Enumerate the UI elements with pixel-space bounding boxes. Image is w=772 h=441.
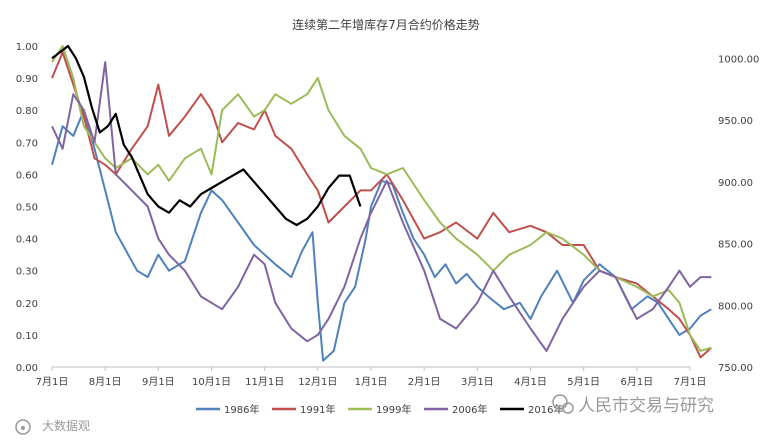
watermark-text: 人民市交易与研究	[578, 396, 714, 416]
y-right-tick-label: 1000.00	[718, 54, 759, 65]
x-tick-label: 1月1日	[355, 376, 388, 388]
y-right-tick-label: 850.00	[718, 240, 753, 251]
x-tick-label: 7月1日	[36, 376, 69, 388]
series-line-2006年	[51, 61, 712, 352]
x-tick-label: 11月1日	[245, 376, 284, 388]
legend-label: 1986年	[224, 403, 259, 416]
series-line-1986年	[51, 109, 712, 362]
axes: 0.00 0.10 0.20 0.30 0.40 0.50 0.60 0.70 0.80 0.90…	[16, 42, 760, 388]
x-tick-label: 7月1日	[674, 376, 707, 388]
chart-title: 连续第二年增库存7月合约价格走势	[292, 17, 480, 32]
wechat-icon	[552, 394, 574, 414]
x-tick-label: 8月1日	[89, 376, 122, 388]
legend-label: 1999年	[376, 403, 411, 416]
y-left-tick-label: 0.80	[16, 106, 38, 117]
series-layer	[51, 44, 712, 362]
weibo-icon	[15, 419, 31, 435]
y-left-tick-label: 1.00	[16, 42, 38, 53]
y-left-tick-label: 0.20	[16, 299, 38, 310]
watermark-left-text: 大数据观	[42, 418, 90, 433]
x-tick-label: 9月1日	[142, 376, 175, 388]
y-right-tick-label: 900.00	[718, 178, 753, 189]
series-line-2016年	[51, 44, 362, 227]
y-left-tick-label: 0.60	[16, 170, 38, 181]
y-right-tick-label: 800.00	[718, 301, 753, 312]
y-left-tick-label: 0.70	[16, 138, 38, 149]
y-left-tick-label: 0.30	[16, 267, 38, 278]
x-tick-label: 10月1日	[192, 376, 231, 388]
y-left-tick-label: 0.40	[16, 235, 38, 246]
x-tick-label: 3月1日	[461, 376, 494, 388]
legend: 1986年 1991年 1999年 2006年 2016年	[196, 403, 563, 416]
y-left-tick-label: 0.90	[16, 74, 38, 85]
x-tick-label: 4月1日	[514, 376, 547, 388]
y-left-tick-label: 0.00	[16, 363, 38, 374]
legend-label: 1991年	[300, 403, 335, 416]
series-line-1991年	[51, 51, 712, 359]
y-left-tick-label: 0.50	[16, 203, 38, 214]
y-right-tick-label: 750.00	[718, 363, 753, 374]
x-tick-label: 12月1日	[298, 376, 337, 388]
x-tick-label: 6月1日	[620, 376, 653, 388]
y-right-tick-label: 950.00	[718, 116, 753, 127]
x-tick-label: 2月1日	[408, 376, 441, 388]
y-left-tick-label: 0.10	[16, 331, 38, 342]
x-tick-label: 5月1日	[567, 376, 600, 388]
legend-label: 2006年	[452, 403, 487, 416]
